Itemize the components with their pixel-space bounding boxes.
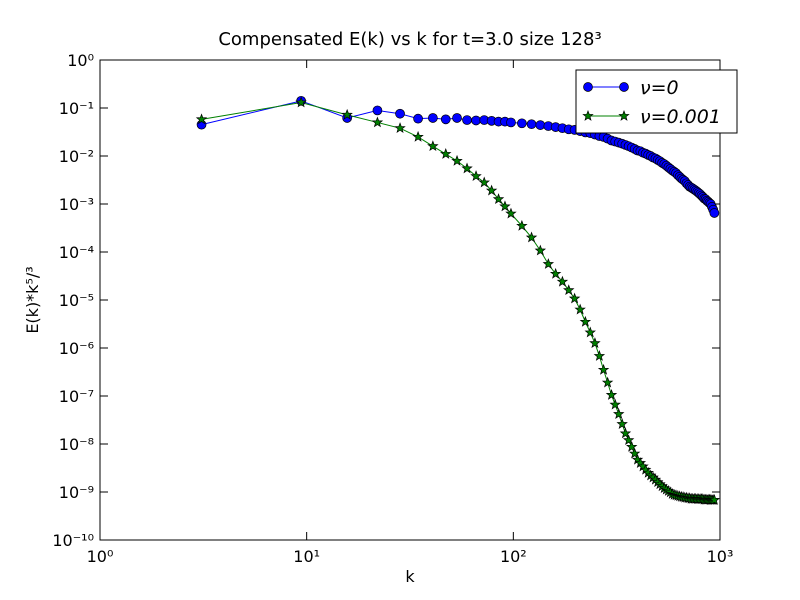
y-tick-label: 10⁻³	[59, 195, 94, 214]
star-marker	[516, 219, 528, 231]
star-marker	[618, 109, 630, 121]
circle-marker	[709, 208, 720, 218]
star-marker	[461, 162, 473, 174]
star-marker	[613, 408, 625, 419]
circle-marker	[372, 105, 383, 116]
y-tick-label: 10⁻¹⁰	[52, 531, 94, 550]
circle-marker	[452, 113, 462, 123]
star-marker	[708, 494, 721, 505]
star-marker	[371, 116, 384, 128]
star-marker	[440, 148, 452, 159]
x-tick-label: 10²	[500, 547, 527, 566]
circle-marker	[517, 118, 527, 129]
x-axis-label: k	[405, 567, 415, 586]
star-marker	[568, 292, 581, 304]
y-tick-label: 10⁻¹	[59, 99, 94, 118]
star-marker	[616, 418, 628, 429]
star-marker	[579, 315, 592, 327]
circle-marker	[471, 115, 481, 126]
star-marker	[394, 122, 406, 134]
y-tick-label: 10⁻⁸	[59, 435, 94, 454]
star-marker	[505, 207, 517, 219]
y-tick-label: 10⁻⁵	[59, 291, 94, 310]
star-marker	[628, 447, 641, 459]
star-marker	[485, 184, 498, 196]
y-tick-label: 10⁻²	[59, 147, 94, 166]
star-marker	[584, 326, 596, 338]
star-marker	[597, 363, 610, 375]
legend: ν=0 ν=0.001	[575, 69, 738, 134]
x-tick-label: 10³	[707, 547, 734, 566]
star-marker	[534, 244, 547, 256]
star-marker	[619, 427, 632, 439]
circle-marker	[440, 114, 451, 125]
legend-label: ν=0.001	[640, 106, 721, 128]
star-marker	[412, 130, 424, 142]
plot-frame	[99, 59, 721, 541]
y-tick-label: 10⁻⁹	[59, 483, 94, 502]
circle-marker	[583, 82, 593, 92]
star-marker	[195, 113, 208, 125]
star-marker	[601, 376, 614, 388]
star-marker	[478, 176, 490, 188]
star-marker	[593, 350, 606, 361]
star-marker	[525, 231, 538, 243]
x-tick-label: 10¹	[293, 547, 320, 566]
star-marker	[427, 140, 439, 152]
circle-marker	[413, 113, 423, 124]
y-tick-label: 10⁻⁶	[59, 339, 94, 358]
star-marker	[605, 388, 618, 400]
circle-marker	[526, 119, 537, 130]
y-tick-label: 10⁰	[67, 51, 94, 70]
star-marker	[470, 170, 482, 182]
y-tick-label: 10⁻⁷	[59, 387, 94, 406]
legend-box	[575, 69, 738, 134]
star-marker	[574, 303, 586, 315]
plot-area: 10⁰ 10¹ 10² 10³ 10⁻¹⁰ 10⁻⁹ 10⁻⁸ 10⁻⁷ 10⁻⁶ 10⁻⁵ 10⁻…	[52, 51, 733, 566]
star-marker	[556, 275, 569, 287]
star-marker	[341, 108, 353, 120]
circle-marker	[535, 120, 546, 130]
star-marker	[499, 200, 511, 212]
star-marker	[582, 109, 594, 121]
star-marker	[622, 434, 635, 446]
circle-marker	[428, 113, 438, 123]
chart-title: Compensated E(k) vs k for t=3.0 size 128…	[218, 29, 601, 50]
star-marker	[549, 267, 562, 279]
star-marker	[542, 258, 555, 269]
x-tick-label: 10⁰	[87, 547, 114, 566]
circle-marker	[462, 115, 472, 125]
star-marker	[589, 337, 601, 349]
star-marker	[451, 154, 463, 166]
star-marker	[295, 96, 307, 108]
circle-marker	[506, 117, 516, 128]
star-marker	[492, 193, 505, 205]
legend-label: ν=0	[640, 77, 679, 99]
circle-marker	[619, 82, 629, 92]
star-marker	[625, 440, 638, 452]
y-axis-label: E(k)*k⁵/³	[23, 266, 42, 333]
y-tick-label: 10⁻⁴	[59, 243, 94, 262]
circle-marker	[395, 108, 405, 119]
star-marker	[609, 398, 621, 410]
star-marker	[563, 284, 575, 296]
